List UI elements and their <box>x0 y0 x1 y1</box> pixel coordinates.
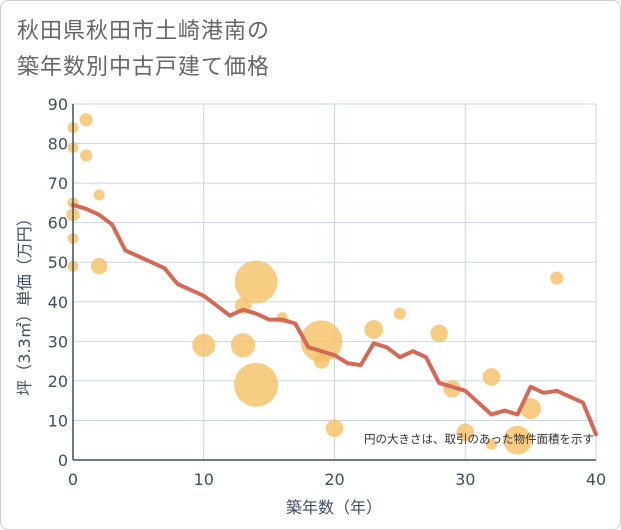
data-bubble <box>393 307 406 320</box>
data-bubble <box>503 425 532 455</box>
y-tick-label: 10 <box>48 411 68 430</box>
data-bubble <box>79 113 93 127</box>
data-bubble <box>482 368 501 386</box>
y-tick-label: 70 <box>48 174 68 193</box>
x-axis-label: 築年数（年） <box>286 498 382 517</box>
axes: 0 10 20 30 40 50 60 70 80 90 0 10 20 30 40 <box>48 95 607 489</box>
chart-title-line-1: 秋田県秋田市土崎港南の <box>17 19 271 44</box>
chart-title-line-2: 築年数別中古戸建て価格 <box>17 55 271 80</box>
y-tick-label: 90 <box>48 95 68 114</box>
data-bubble <box>90 257 108 275</box>
x-tick-label: 10 <box>194 470 214 489</box>
y-tick-label: 60 <box>48 214 68 233</box>
data-bubble <box>300 320 343 363</box>
data-bubble <box>550 271 564 285</box>
data-bubble <box>234 260 278 304</box>
data-bubble <box>485 438 497 450</box>
y-tick-label: 0 <box>58 451 68 470</box>
x-tick-label: 40 <box>586 470 606 489</box>
x-tick-label: 0 <box>68 470 78 489</box>
data-bubble <box>192 333 216 357</box>
bubble-series <box>66 113 564 455</box>
data-bubble <box>313 353 330 369</box>
x-tick-label: 20 <box>324 470 344 489</box>
data-bubble <box>364 320 384 339</box>
data-bubble <box>93 189 105 201</box>
data-bubble <box>430 324 448 343</box>
data-bubble <box>325 419 344 438</box>
data-bubble <box>230 333 256 358</box>
trend-line-series <box>71 202 598 437</box>
size-legend-note: 円の大きさは、取引のあった物件面積を示す <box>364 432 594 446</box>
y-tick-label: 30 <box>48 332 68 351</box>
y-axis-label: 坪（3.3㎡）単価（万円） <box>15 210 34 395</box>
y-tick-label: 80 <box>48 135 68 154</box>
y-tick-label: 50 <box>48 253 68 272</box>
data-bubble <box>234 362 279 407</box>
average-price-line <box>71 202 598 437</box>
y-tick-label: 40 <box>48 293 68 312</box>
chart-title: 秋田県秋田市土崎港南の 築年数別中古戸建て価格 <box>17 14 270 86</box>
grid <box>72 103 597 461</box>
y-tick-label: 20 <box>48 372 68 391</box>
x-tick-label: 30 <box>455 470 475 489</box>
data-bubble <box>80 149 93 162</box>
data-bubble <box>456 423 475 442</box>
data-bubble <box>520 398 542 420</box>
